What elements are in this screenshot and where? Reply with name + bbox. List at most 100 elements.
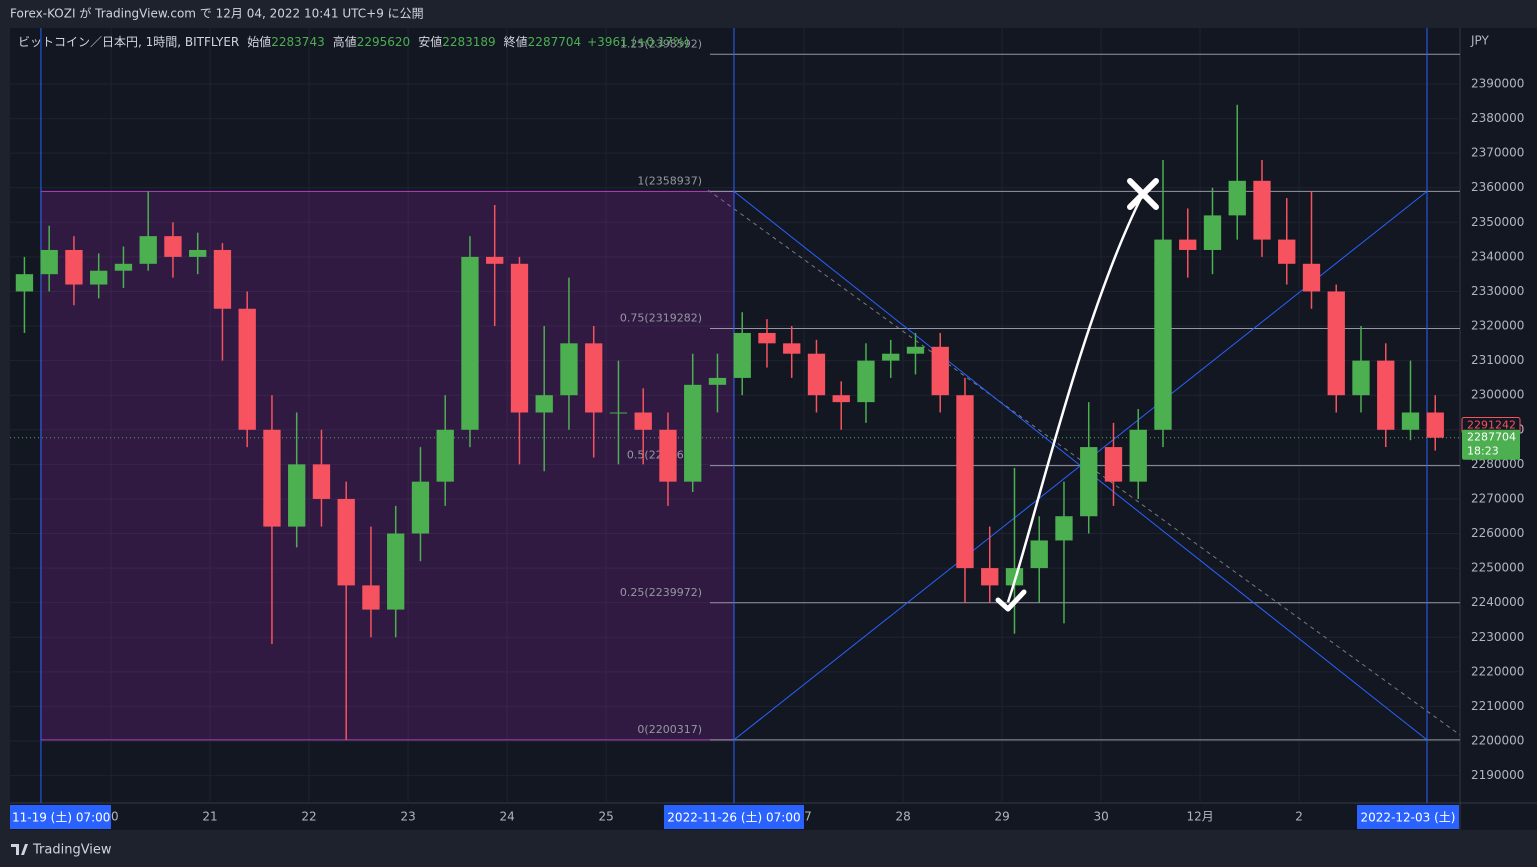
footer: TradingView	[11, 843, 112, 858]
countdown: 18:23	[1467, 445, 1499, 458]
x-tick-label: 29	[994, 810, 1009, 824]
candle-body	[931, 346, 949, 396]
last-price-box	[1462, 429, 1520, 460]
candle-body	[535, 395, 553, 413]
annotations	[995, 178, 1159, 612]
candle-body	[1253, 180, 1271, 240]
date-marker-box	[1356, 805, 1459, 829]
legend-value: 2283743	[271, 35, 324, 49]
candle-body	[436, 429, 454, 482]
y-tick-label: 2220000	[1471, 664, 1524, 678]
y-tick-label: 2310000	[1471, 353, 1524, 367]
date-marker-box	[10, 805, 111, 829]
candle-body	[1228, 180, 1246, 216]
price-axis	[1460, 28, 1537, 803]
check-icon	[995, 589, 1027, 612]
x-tick-label: 28	[895, 810, 910, 824]
candle-body	[1030, 540, 1048, 569]
candle-body	[783, 343, 801, 354]
y-tick-label: 2330000	[1471, 284, 1524, 298]
y-tick-label: 2270000	[1471, 491, 1524, 505]
drawings: 0(2200317)0.25(2239972)0.5(2279627)0.75(…	[10, 28, 1460, 803]
candle-body	[956, 395, 974, 569]
logo	[11, 844, 28, 855]
price-marker-label: 2291242	[1467, 418, 1516, 431]
candle-body	[1005, 568, 1024, 586]
fib-label: 0(2200317)	[637, 723, 702, 736]
legend-value: 2287704	[528, 35, 581, 49]
candle-body	[1426, 412, 1444, 438]
brand: TradingView	[32, 843, 112, 858]
x-tick-label: 24	[499, 810, 514, 824]
y-tick-label: 2350000	[1471, 215, 1524, 229]
candle-body	[1352, 360, 1370, 396]
legend-key: 始値	[247, 34, 271, 49]
header-text: Forex-KOZI が TradingView.com で 12月 04, 2…	[10, 6, 424, 21]
range-box	[40, 190, 735, 741]
candle-body	[189, 249, 207, 257]
candle-body	[634, 412, 652, 430]
candle-body	[832, 395, 850, 403]
candle-body	[1278, 239, 1296, 264]
candle-body	[1154, 239, 1172, 430]
candle-body	[857, 360, 875, 403]
candle-body	[560, 343, 578, 396]
legend-value: 2295620	[357, 35, 410, 49]
candle-body	[733, 332, 751, 378]
candle-body	[1377, 360, 1395, 430]
last-price-label: 2287704	[1467, 431, 1516, 444]
y-tick-label: 2370000	[1471, 146, 1524, 160]
y-tick-label: 2200000	[1471, 733, 1524, 747]
y-tick-label: 2380000	[1471, 111, 1524, 125]
candle-body	[1080, 447, 1098, 517]
candle-body	[585, 343, 603, 413]
candle-body	[288, 464, 306, 527]
candle-body	[882, 353, 900, 361]
candle-body	[684, 384, 702, 482]
y-tick-label: 2390000	[1471, 76, 1524, 90]
y-tick-label: 2230000	[1471, 630, 1524, 644]
candle-body	[362, 585, 380, 610]
legend-change: +3961 (+0.17%)	[587, 35, 689, 49]
candle-body	[411, 481, 430, 534]
legend-key: 安値	[418, 34, 442, 49]
date-marker-label: 2022-12-03 (土)	[1361, 811, 1456, 825]
legend-key: 高値	[333, 34, 357, 49]
candle-body	[461, 256, 479, 430]
y-tick-label: 2190000	[1471, 768, 1524, 782]
y-tick-label: 2320000	[1471, 319, 1524, 333]
candle-body	[40, 249, 58, 275]
y-tick-label: 2260000	[1471, 526, 1524, 540]
candle-body	[65, 249, 83, 285]
candle-body	[486, 256, 504, 264]
candle-body	[1179, 239, 1197, 250]
candle-body	[1401, 412, 1420, 430]
fib-label: 1.25(2398592)	[620, 37, 702, 50]
candle-body	[1129, 429, 1147, 482]
x-tick-label: 30	[1093, 810, 1108, 824]
y-tick-label: 2250000	[1471, 561, 1524, 575]
y-tick-label: 2240000	[1471, 595, 1524, 609]
legend: ビットコイン／日本円, 1時間, BITFLYER 始値2283743 高値2295…	[18, 34, 689, 49]
y-tick-label: 2360000	[1471, 180, 1524, 194]
fib-label: 1(2358937)	[637, 174, 702, 187]
x-tick-label: 23	[400, 810, 415, 824]
x-tick-label: 21	[202, 810, 217, 824]
legend-value: 2283189	[442, 35, 495, 49]
candle-body	[807, 353, 826, 396]
date-marker: 2022-11-26 (土) 07:00	[663, 805, 804, 829]
cross-icon	[1127, 178, 1159, 210]
legend-key: 終値	[504, 34, 528, 49]
date-marker-label: 11-19 (土) 07:00	[12, 811, 110, 825]
candle-body	[609, 412, 628, 414]
candle-body	[1104, 447, 1123, 482]
date-marker-label: 2022-11-26 (土) 07:00	[667, 811, 800, 825]
candle-body	[659, 429, 677, 482]
candles	[15, 104, 1444, 740]
y-tick-label: 2340000	[1471, 249, 1524, 263]
candle-body	[1203, 215, 1222, 250]
y-tick-label: 2210000	[1471, 699, 1524, 713]
candle-body	[139, 236, 157, 264]
fib-label: 0.75(2319282)	[620, 312, 702, 325]
